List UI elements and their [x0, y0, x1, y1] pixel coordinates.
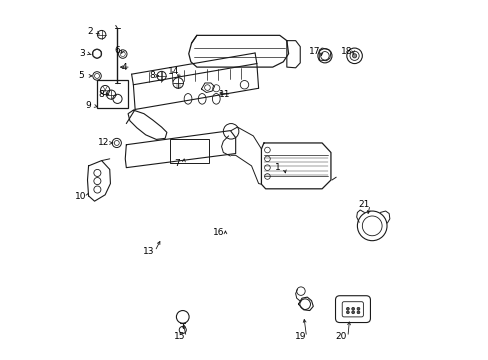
Text: 2: 2	[87, 27, 93, 36]
Text: 20: 20	[335, 333, 346, 342]
Circle shape	[352, 54, 356, 58]
Circle shape	[94, 73, 99, 78]
Text: 10: 10	[75, 193, 86, 202]
Circle shape	[346, 311, 348, 314]
Circle shape	[346, 307, 348, 310]
Text: 14: 14	[167, 67, 179, 76]
Text: 19: 19	[294, 333, 305, 342]
Text: 18: 18	[340, 47, 352, 56]
Circle shape	[351, 311, 354, 314]
Text: 4: 4	[122, 63, 127, 72]
Text: 3: 3	[79, 49, 85, 58]
Text: 5: 5	[79, 71, 84, 80]
Text: 7: 7	[174, 158, 180, 167]
Text: 8: 8	[98, 90, 103, 99]
Text: 13: 13	[142, 247, 154, 256]
Text: 9: 9	[85, 102, 91, 111]
Text: 12: 12	[98, 139, 109, 148]
Circle shape	[176, 311, 189, 323]
Text: 16: 16	[213, 228, 224, 237]
Bar	[170, 139, 209, 163]
Circle shape	[356, 307, 359, 310]
Circle shape	[351, 307, 354, 310]
Text: 6: 6	[114, 46, 120, 55]
Text: 15: 15	[174, 333, 185, 342]
Text: 1: 1	[275, 163, 280, 172]
Text: 8: 8	[149, 71, 155, 80]
Circle shape	[356, 311, 359, 314]
Text: 17: 17	[309, 47, 320, 56]
Text: 21: 21	[357, 200, 368, 209]
Bar	[97, 80, 128, 108]
Text: 11: 11	[219, 90, 230, 99]
